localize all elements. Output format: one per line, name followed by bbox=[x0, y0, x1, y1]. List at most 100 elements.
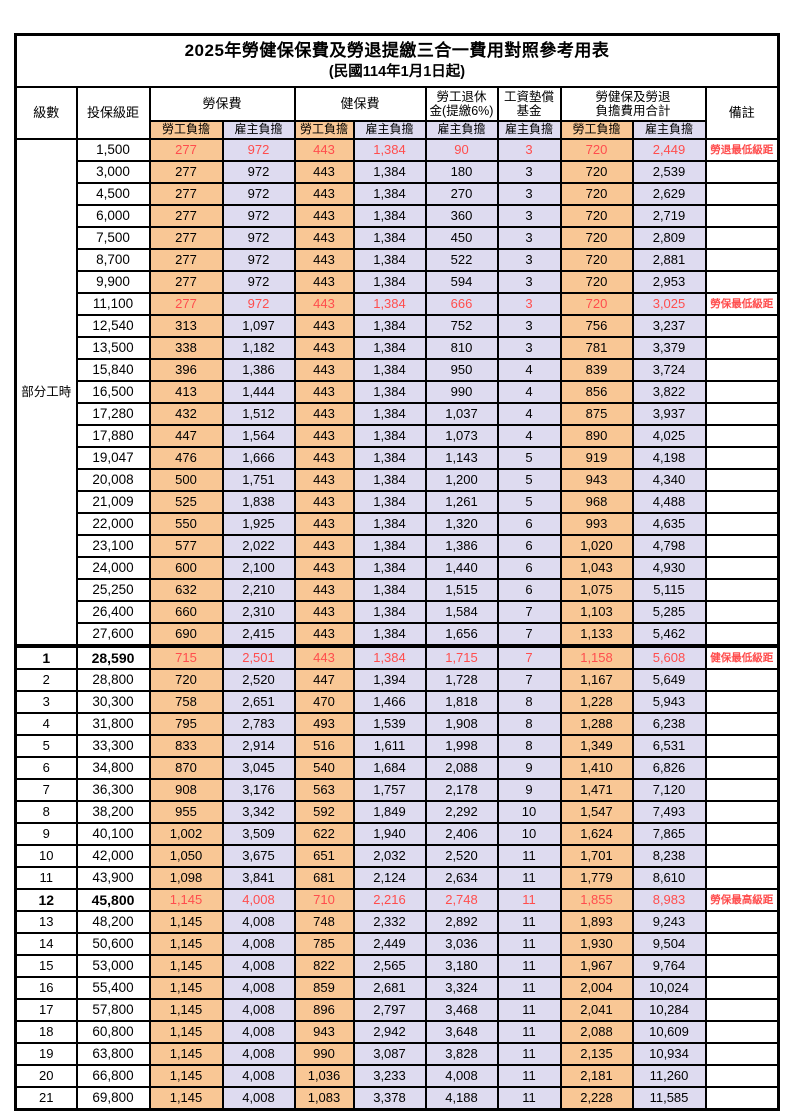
note-cell bbox=[704, 734, 780, 758]
value-cell: 4,188 bbox=[424, 1086, 499, 1111]
value-cell: 1,967 bbox=[559, 954, 634, 978]
value-cell: 3 bbox=[496, 204, 562, 228]
value-cell: 2,022 bbox=[221, 534, 296, 558]
note-cell bbox=[704, 1064, 780, 1088]
note-cell bbox=[704, 600, 780, 624]
value-cell: 2,210 bbox=[221, 578, 296, 602]
note-cell bbox=[704, 358, 780, 382]
level-cell: 10 bbox=[14, 844, 78, 868]
value-cell: 1,200 bbox=[424, 468, 499, 492]
level-cell: 5 bbox=[14, 734, 78, 758]
value-cell: 1,656 bbox=[424, 622, 499, 647]
value-cell: 476 bbox=[148, 446, 224, 470]
level-cell: 6 bbox=[14, 756, 78, 780]
header-wage-fund-line1: 工資墊償 bbox=[503, 89, 554, 104]
value-cell: 396 bbox=[148, 358, 224, 382]
value-cell: 3 bbox=[496, 292, 562, 316]
header-group-row: 級數 投保級距 勞保費 健保費 勞工退休 金(提繳6%) 工資墊償 基金 勞健保… bbox=[14, 86, 780, 140]
table-title-block: 2025年勞健保保費及勞退提繳三合一費用對照參考用表 (民國114年1月1日起) bbox=[14, 33, 780, 88]
value-cell: 3,379 bbox=[631, 336, 707, 360]
value-cell: 1,611 bbox=[352, 734, 427, 758]
value-cell: 443 bbox=[293, 204, 355, 228]
value-cell: 1,384 bbox=[352, 226, 427, 250]
value-cell: 1,925 bbox=[221, 512, 296, 536]
value-cell: 4,025 bbox=[631, 424, 707, 448]
table-row: 8 38,200 955 3,342 592 1,849 2,292 10 1,547 7,493 bbox=[14, 800, 780, 824]
bracket-cell: 30,300 bbox=[75, 690, 151, 714]
value-cell: 3,937 bbox=[631, 402, 707, 426]
value-cell: 3 bbox=[496, 336, 562, 360]
value-cell: 756 bbox=[559, 314, 634, 338]
value-cell: 1,145 bbox=[148, 888, 224, 912]
value-cell: 943 bbox=[293, 1020, 355, 1044]
value-cell: 550 bbox=[148, 512, 224, 536]
value-cell: 833 bbox=[148, 734, 224, 758]
note-cell bbox=[704, 932, 780, 956]
value-cell: 10,024 bbox=[631, 976, 707, 1000]
header-sub-row: 勞工負擔 雇主負擔 勞工負擔 雇主負擔 雇主負擔 雇主負擔 勞工負擔 雇主負擔 bbox=[16, 120, 779, 140]
value-cell: 3,233 bbox=[352, 1064, 427, 1088]
value-cell: 443 bbox=[293, 380, 355, 404]
value-cell: 715 bbox=[148, 644, 224, 670]
note-cell bbox=[704, 866, 780, 890]
value-cell: 1,158 bbox=[559, 644, 634, 670]
value-cell: 5,649 bbox=[631, 668, 707, 692]
value-cell: 3 bbox=[496, 182, 562, 206]
value-cell: 1,624 bbox=[559, 822, 634, 846]
value-cell: 5,285 bbox=[631, 600, 707, 624]
bracket-cell: 50,600 bbox=[75, 932, 151, 956]
value-cell: 1,539 bbox=[352, 712, 427, 736]
level-cell: 11 bbox=[14, 866, 78, 890]
table-row: 15 53,000 1,145 4,008 822 2,565 3,180 11 1,967 9,… bbox=[14, 954, 780, 978]
bracket-cell: 63,800 bbox=[75, 1042, 151, 1066]
value-cell: 2,041 bbox=[559, 998, 634, 1022]
header-wage-fund-line2: 基金 bbox=[516, 104, 542, 118]
value-cell: 7,120 bbox=[631, 778, 707, 802]
value-cell: 6 bbox=[496, 578, 562, 602]
value-cell: 447 bbox=[293, 668, 355, 692]
value-cell: 10 bbox=[496, 800, 562, 824]
bracket-cell: 6,000 bbox=[75, 204, 151, 228]
value-cell: 577 bbox=[148, 534, 224, 558]
value-cell: 2,565 bbox=[352, 954, 427, 978]
value-cell: 413 bbox=[148, 380, 224, 404]
value-cell: 1,384 bbox=[352, 314, 427, 338]
table-row: 15,840 396 1,386 443 1,384 950 4 839 3,724 bbox=[16, 358, 780, 382]
value-cell: 955 bbox=[148, 800, 224, 824]
value-cell: 8 bbox=[496, 712, 562, 736]
note-cell bbox=[704, 380, 780, 404]
note-cell: 勞保最高級距 bbox=[704, 888, 780, 912]
value-cell: 1,384 bbox=[352, 622, 427, 647]
bracket-cell: 53,000 bbox=[75, 954, 151, 978]
value-cell: 2,953 bbox=[631, 270, 707, 294]
value-cell: 277 bbox=[148, 182, 224, 206]
note-cell: 勞退最低級距 bbox=[704, 138, 780, 162]
value-cell: 1,075 bbox=[559, 578, 634, 602]
note-cell bbox=[704, 756, 780, 780]
note-cell bbox=[704, 226, 780, 250]
note-cell bbox=[704, 534, 780, 558]
value-cell: 1,143 bbox=[424, 446, 499, 470]
note-cell bbox=[704, 578, 780, 602]
table-row: 17 57,800 1,145 4,008 896 2,797 3,468 11 2,041 10… bbox=[14, 998, 780, 1022]
value-cell: 1,145 bbox=[148, 932, 224, 956]
subheader-employee: 勞工負擔 bbox=[293, 120, 355, 140]
level-cell: 1 bbox=[14, 644, 78, 670]
level-cell: 15 bbox=[14, 954, 78, 978]
value-cell: 11 bbox=[496, 1042, 562, 1066]
value-cell: 1,471 bbox=[559, 778, 634, 802]
table-row: 3 30,300 758 2,651 470 1,466 1,818 8 1,228 5,943 bbox=[14, 690, 780, 714]
value-cell: 11 bbox=[496, 1086, 562, 1111]
value-cell: 1,167 bbox=[559, 668, 634, 692]
value-cell: 2,088 bbox=[424, 756, 499, 780]
value-cell: 11 bbox=[496, 998, 562, 1022]
value-cell: 1,228 bbox=[559, 690, 634, 714]
note-cell bbox=[704, 668, 780, 692]
value-cell: 2,228 bbox=[559, 1086, 634, 1111]
value-cell: 9,504 bbox=[631, 932, 707, 956]
value-cell: 563 bbox=[293, 778, 355, 802]
value-cell: 795 bbox=[148, 712, 224, 736]
value-cell: 1,893 bbox=[559, 910, 634, 934]
value-cell: 3 bbox=[496, 248, 562, 272]
value-cell: 1,384 bbox=[352, 402, 427, 426]
